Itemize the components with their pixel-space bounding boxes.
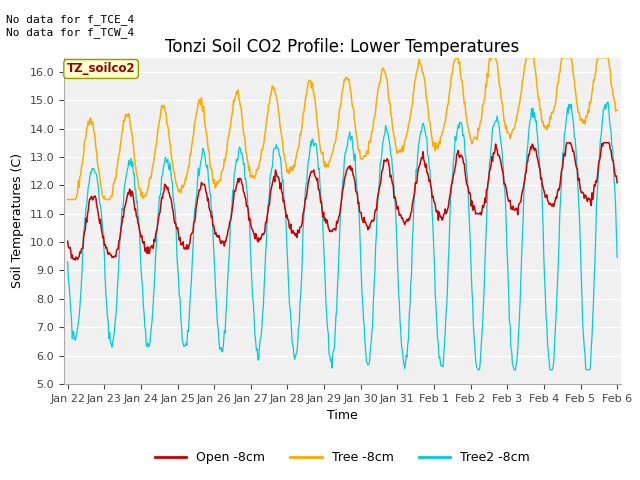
Legend: Open -8cm, Tree -8cm, Tree2 -8cm: Open -8cm, Tree -8cm, Tree2 -8cm — [150, 446, 534, 469]
X-axis label: Time: Time — [327, 409, 358, 422]
Open -8cm — [64, 239, 72, 244]
Tree2 -8cm — [426, 164, 433, 169]
Tree2 -8cm — [215, 338, 223, 344]
Line: Open -8cm: Open -8cm — [68, 143, 617, 260]
Tree2 -8cm — [131, 170, 138, 176]
Tree2 -8cm — [604, 99, 612, 105]
Tree2 -8cm — [409, 225, 417, 231]
Tree2 -8cm — [613, 254, 621, 260]
Tree -8cm — [64, 197, 72, 203]
Open -8cm — [564, 140, 572, 145]
Open -8cm — [131, 207, 139, 213]
Tree2 -8cm — [74, 325, 81, 331]
Text: TZ_soilco2: TZ_soilco2 — [67, 62, 136, 75]
Open -8cm — [187, 232, 195, 238]
Open -8cm — [426, 177, 434, 183]
Tree2 -8cm — [64, 259, 72, 265]
Tree -8cm — [215, 178, 223, 183]
Tree -8cm — [613, 108, 621, 113]
Open -8cm — [613, 180, 621, 186]
Open -8cm — [410, 193, 418, 199]
Y-axis label: Soil Temperatures (C): Soil Temperatures (C) — [11, 153, 24, 288]
Tree2 -8cm — [474, 367, 482, 372]
Tree -8cm — [409, 92, 417, 98]
Tree -8cm — [453, 55, 461, 60]
Tree -8cm — [74, 190, 81, 195]
Open -8cm — [74, 255, 82, 261]
Tree -8cm — [131, 151, 138, 157]
Tree2 -8cm — [186, 300, 194, 305]
Line: Tree2 -8cm: Tree2 -8cm — [68, 102, 617, 370]
Tree -8cm — [186, 152, 194, 158]
Title: Tonzi Soil CO2 Profile: Lower Temperatures: Tonzi Soil CO2 Profile: Lower Temperatur… — [165, 38, 520, 56]
Line: Tree -8cm: Tree -8cm — [68, 58, 617, 200]
Open -8cm — [72, 257, 79, 263]
Text: No data for f_TCE_4
No data for f_TCW_4: No data for f_TCE_4 No data for f_TCW_4 — [6, 14, 134, 38]
Open -8cm — [216, 236, 223, 241]
Tree -8cm — [426, 118, 433, 124]
